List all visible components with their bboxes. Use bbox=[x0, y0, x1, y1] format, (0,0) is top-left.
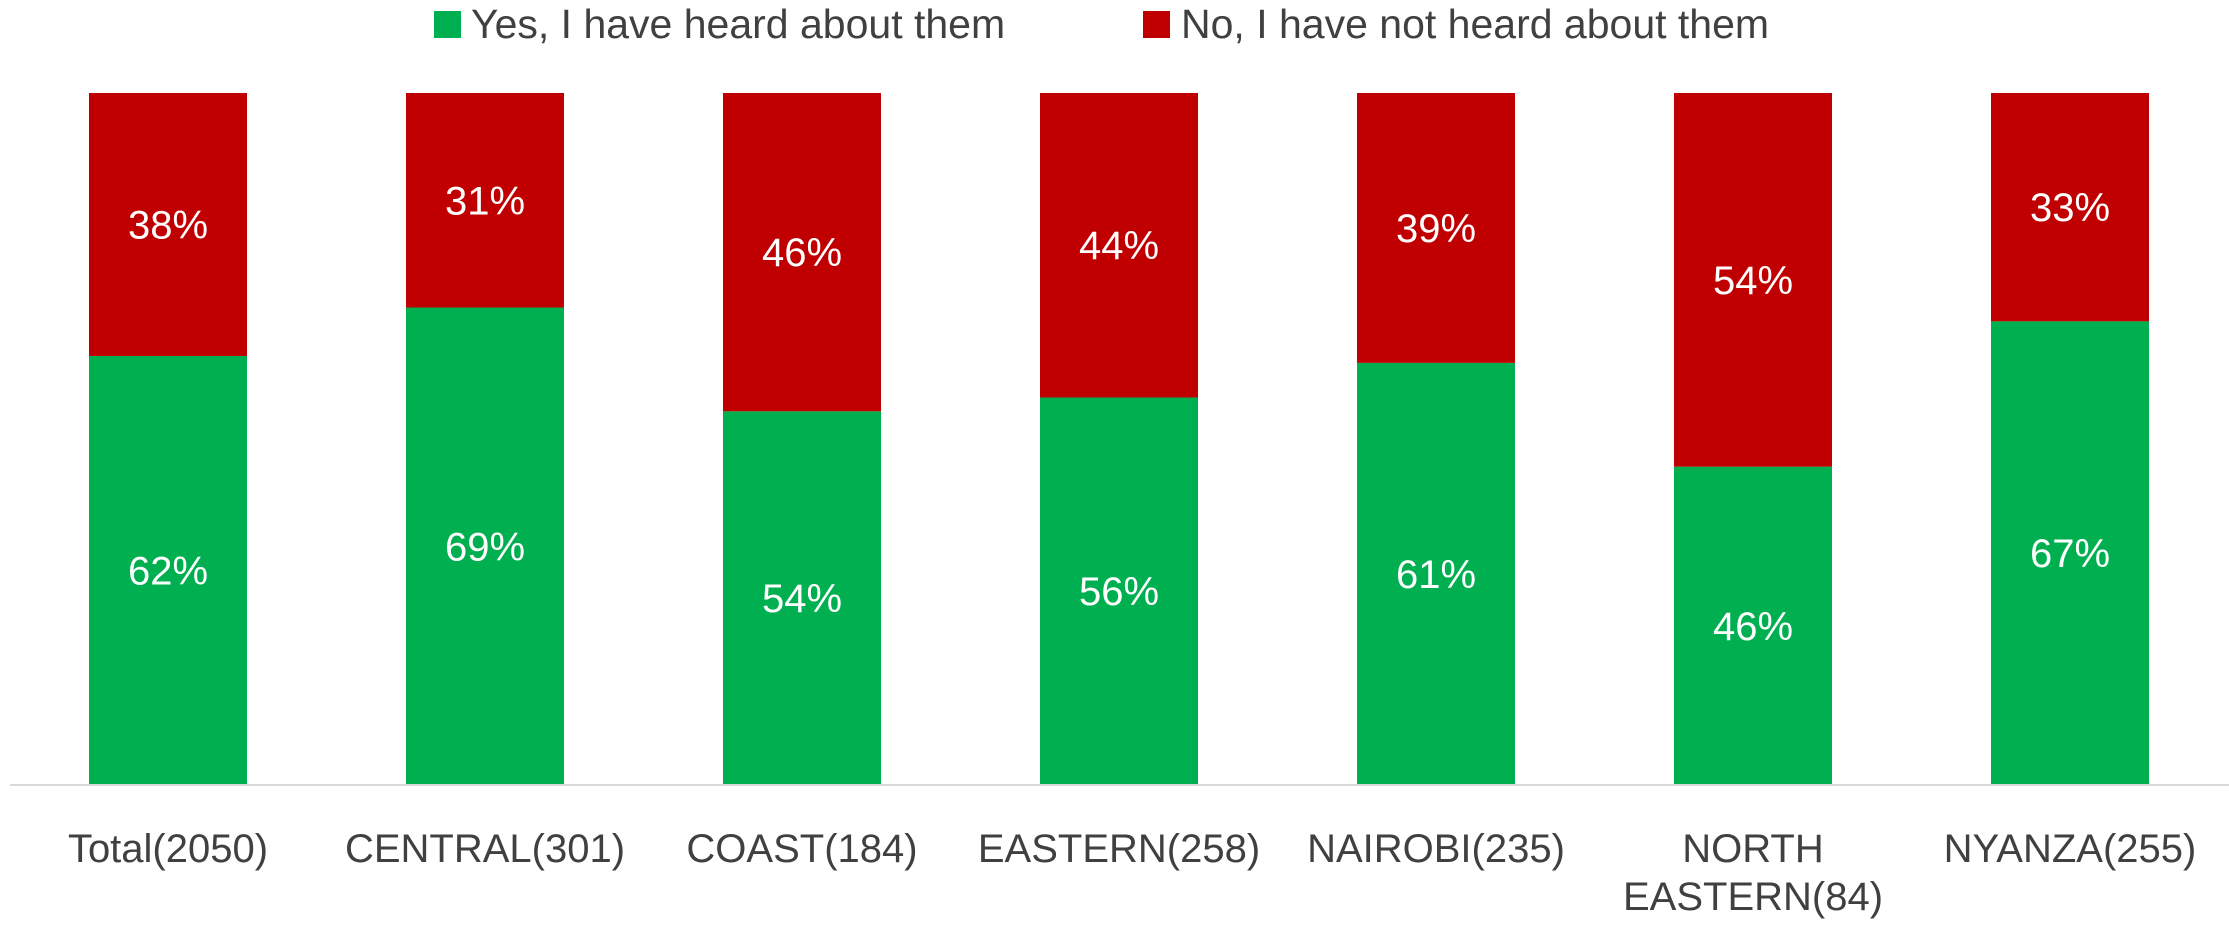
data-label: 33% bbox=[2030, 186, 2110, 230]
bar-segment bbox=[1357, 362, 1515, 785]
data-label: 39% bbox=[1396, 207, 1476, 251]
plot-area: 62% 38% 69% 31% 54% 46% 56% 44% 61% 39% 46% 54% 67% 3… bbox=[89, 93, 2149, 785]
data-label: 67% bbox=[2030, 532, 2110, 576]
data-label: 56% bbox=[1079, 570, 1159, 614]
bar-segment bbox=[1040, 397, 1198, 785]
legend-swatch-1 bbox=[1143, 11, 1170, 38]
bar-segment bbox=[1674, 466, 1832, 785]
data-label: 69% bbox=[445, 525, 525, 569]
x-tick-label-line: EASTERN(258) bbox=[978, 827, 1260, 871]
bar-segment bbox=[89, 93, 247, 356]
bar-segment bbox=[723, 411, 881, 785]
x-tick-label-line: EASTERN(84) bbox=[1623, 875, 1883, 919]
legend: Yes, I have heard about them No, I have n… bbox=[434, 1, 1769, 47]
data-label: 31% bbox=[445, 179, 525, 223]
bar-segment bbox=[1991, 93, 2149, 322]
data-label: 61% bbox=[1396, 553, 1476, 597]
bar-segment bbox=[1357, 93, 1515, 363]
legend-label-1: No, I have not heard about them bbox=[1181, 1, 1769, 47]
data-label: 54% bbox=[1713, 259, 1793, 303]
bar-segment bbox=[406, 93, 564, 308]
bar-segment bbox=[1991, 321, 2149, 785]
bar-segment bbox=[406, 307, 564, 785]
legend-swatch-0 bbox=[434, 11, 461, 38]
data-label: 62% bbox=[128, 549, 208, 593]
bar-segment bbox=[1674, 93, 1832, 467]
legend-label-0: Yes, I have heard about them bbox=[471, 1, 1005, 47]
x-tick-label: NORTH EASTERN(84) bbox=[1623, 827, 1883, 919]
x-tick-label-line: COAST(184) bbox=[686, 827, 917, 871]
x-tick-label-line: Total(2050) bbox=[68, 827, 268, 871]
bar-segment bbox=[89, 355, 247, 785]
x-tick-label: NYANZA(255) bbox=[1944, 827, 2197, 871]
data-label: 44% bbox=[1079, 224, 1159, 268]
x-tick-label-line: NYANZA(255) bbox=[1944, 827, 2197, 871]
x-tick-label: CENTRAL(301) bbox=[345, 827, 625, 871]
x-tick-label: NAIROBI(235) bbox=[1307, 827, 1565, 871]
x-axis-labels: Total(2050) CENTRAL(301) COAST(184) EASTERN… bbox=[68, 827, 2196, 919]
data-label: 54% bbox=[762, 577, 842, 621]
data-label: 46% bbox=[762, 231, 842, 275]
data-label: 46% bbox=[1713, 605, 1793, 649]
x-tick-label-line: NORTH bbox=[1682, 827, 1823, 871]
bar-segment bbox=[1040, 93, 1198, 398]
x-tick-label: Total(2050) bbox=[68, 827, 268, 871]
x-tick-label: COAST(184) bbox=[686, 827, 917, 871]
bar-segment bbox=[723, 93, 881, 412]
x-tick-label-line: CENTRAL(301) bbox=[345, 827, 625, 871]
x-tick-label: EASTERN(258) bbox=[978, 827, 1260, 871]
x-tick-label-line: NAIROBI(235) bbox=[1307, 827, 1565, 871]
data-label: 38% bbox=[128, 203, 208, 247]
